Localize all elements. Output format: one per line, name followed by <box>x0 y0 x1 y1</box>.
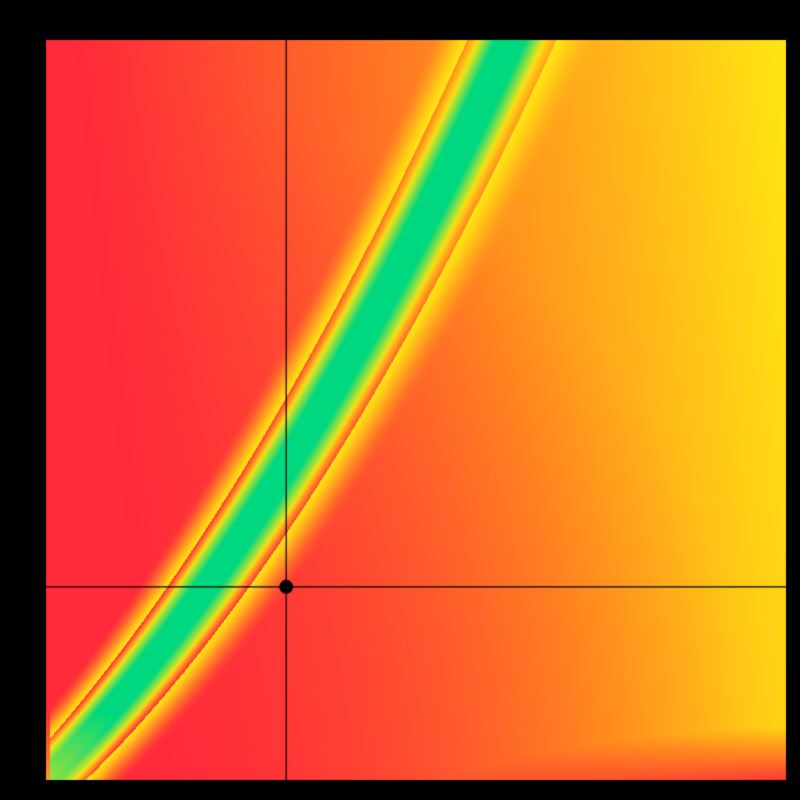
bottleneck-heatmap <box>0 0 800 800</box>
